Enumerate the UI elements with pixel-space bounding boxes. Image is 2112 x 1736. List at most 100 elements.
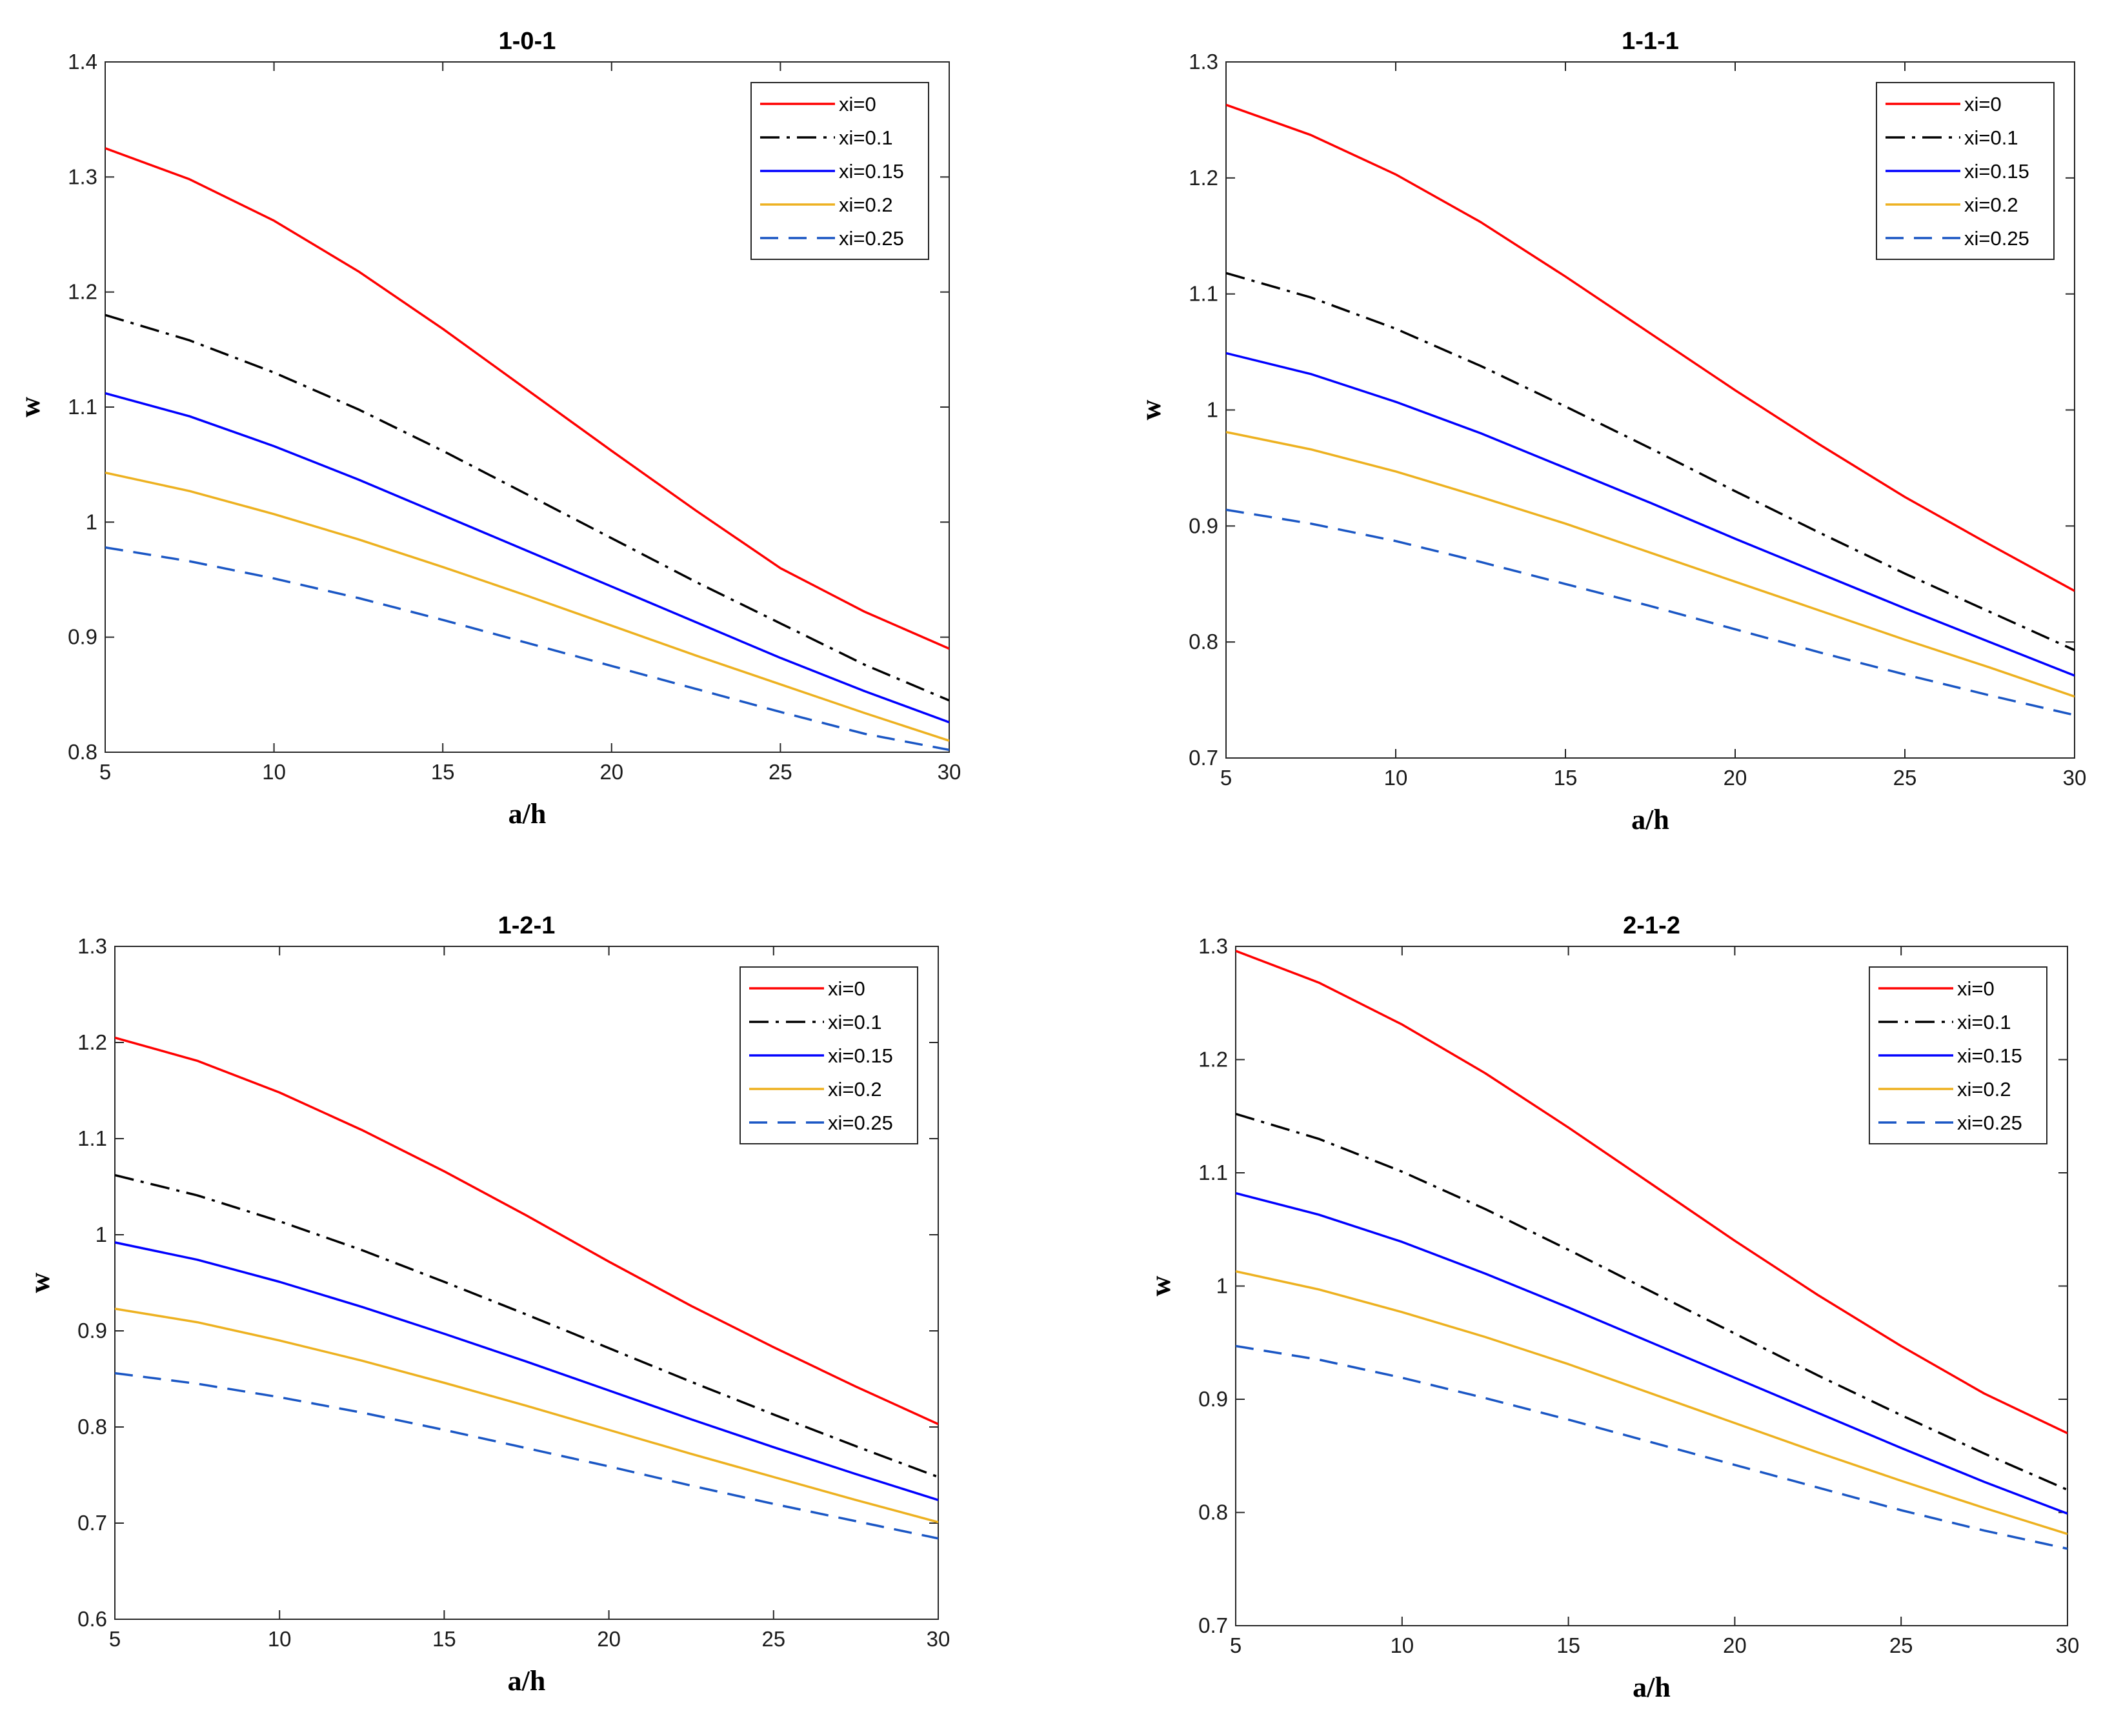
legend-label: xi=0.1: [1964, 126, 2018, 149]
series-line-xi=0: [115, 1036, 938, 1426]
y-axis-label: w: [1145, 1275, 1176, 1296]
y-axis-label: w: [24, 1272, 55, 1293]
legend-label: xi=0.1: [1957, 1011, 2011, 1033]
y-axis-label: w: [1135, 399, 1167, 420]
x-tick-label: 10: [268, 1627, 292, 1651]
x-tick-label: 15: [432, 1627, 456, 1651]
legend-label: xi=0.2: [1964, 194, 2018, 216]
y-tick-label: 1.3: [77, 934, 107, 958]
y-tick-label: 0.7: [1189, 746, 1218, 770]
y-tick-label: 0.6: [77, 1607, 107, 1631]
x-tick-label: 30: [938, 760, 961, 784]
x-tick-label: 15: [1556, 1633, 1580, 1657]
chart-panel-1-0-1: 5 10 15 20 25 30 0.8 0.9 1 1.1 1.2 1.3 1.4 1-0-1 a/h w x…: [14, 28, 961, 830]
legend: xi=0 xi=0.1 xi=0.15 xi=0.2 xi=0.25: [739, 966, 918, 1144]
series-line-xi=0.1: [1236, 1113, 2067, 1492]
legend-label: xi=0.15: [828, 1044, 893, 1067]
y-tick-label: 1.2: [68, 280, 97, 304]
legend-label: xi=0.1: [828, 1011, 882, 1033]
y-tick-label: 1.1: [1198, 1161, 1228, 1184]
y-tick-label: 1.1: [68, 395, 97, 419]
chart-title: 1-0-1: [499, 28, 556, 55]
y-tick-label: 1.2: [1189, 166, 1218, 190]
y-tick-label: 0.7: [77, 1511, 107, 1535]
x-tick-label: 5: [1220, 766, 1232, 790]
x-tick-label: 15: [431, 760, 455, 784]
legend-box: [750, 82, 929, 260]
series-line-xi=0.15: [1236, 1192, 2067, 1515]
chart-panel-1-2-1: 5 10 15 20 25 30 0.6 0.7 0.8 0.9 1 1.1 1.2 1.3 1-2-1 a/…: [24, 912, 950, 1697]
y-tick-label: 0.9: [1198, 1387, 1228, 1411]
legend-label: xi=0: [1964, 93, 2002, 115]
x-tick-label: 20: [597, 1627, 621, 1651]
y-tick-label: 0.8: [1189, 630, 1218, 653]
series-line-xi=0.15: [115, 1241, 938, 1501]
y-tick-label: 1: [86, 510, 97, 534]
legend-label: xi=0.15: [1957, 1044, 2022, 1067]
legend-label: xi=0.25: [1957, 1112, 2022, 1134]
legend-label: xi=0.2: [839, 194, 893, 216]
y-tick-label: 0.8: [1198, 1501, 1228, 1524]
y-tick-label: 1.3: [1189, 50, 1218, 74]
series-line-xi=0: [105, 147, 949, 650]
x-tick-label: 25: [761, 1627, 785, 1651]
x-tick-label: 5: [109, 1627, 121, 1651]
x-tick-label: 10: [1384, 766, 1408, 790]
y-tick-label: 0.8: [68, 740, 97, 764]
x-tick-label: 20: [599, 760, 623, 784]
x-axis-label: a/h: [1631, 804, 1669, 835]
y-tick-label: 1.1: [77, 1126, 107, 1150]
y-tick-label: 0.7: [1198, 1613, 1228, 1637]
y-tick-label: 1.1: [1189, 282, 1218, 306]
series-line-xi=0.15: [1226, 352, 2075, 677]
y-tick-label: 0.9: [1189, 514, 1218, 537]
series-line-xi=0.2: [105, 471, 949, 742]
y-tick-label: 1.2: [1198, 1048, 1228, 1072]
y-tick-label: 1.4: [68, 50, 97, 74]
x-tick-label: 30: [2063, 766, 2087, 790]
chart-panel-2-1-2: 5 10 15 20 25 30 0.7 0.8 0.9 1 1.1 1.2 1.3 2-1-2 a/h w x…: [1145, 912, 2079, 1703]
series-line-xi=0.25: [1236, 1344, 2067, 1550]
legend: xi=0 xi=0.1 xi=0.15 xi=0.2 xi=0.25: [1876, 82, 2055, 260]
legend-label: xi=0.1: [839, 126, 893, 149]
y-tick-label: 1.3: [1198, 934, 1228, 958]
legend-label: xi=0: [828, 977, 865, 1000]
y-tick-label: 0.8: [77, 1415, 107, 1439]
series-line-xi=0: [1236, 950, 2067, 1435]
y-tick-label: 1: [96, 1222, 107, 1246]
legend-label: xi=0: [1957, 977, 1995, 1000]
x-tick-label: 25: [1893, 766, 1917, 790]
series-line-xi=0: [1226, 103, 2075, 592]
series-line-xi=0.15: [105, 392, 949, 724]
legend-label: xi=0.25: [1964, 227, 2029, 250]
x-axis-label: a/h: [508, 1665, 546, 1697]
legend-label: xi=0.25: [839, 227, 904, 250]
series-line-xi=0.2: [1226, 430, 2075, 698]
x-tick-label: 10: [262, 760, 286, 784]
y-tick-label: 0.9: [77, 1319, 107, 1342]
y-tick-label: 0.9: [68, 625, 97, 649]
series-line-xi=0.2: [1236, 1270, 2067, 1535]
x-tick-label: 25: [769, 760, 792, 784]
x-tick-label: 20: [1724, 766, 1747, 790]
y-tick-label: 1: [1207, 398, 1218, 422]
legend: xi=0 xi=0.1 xi=0.15 xi=0.2 xi=0.25: [750, 82, 929, 260]
chart-panel-1-1-1: 5 10 15 20 25 30 0.7 0.8 0.9 1 1.1 1.2 1.3 1-1-1 a/h w x…: [1135, 28, 2086, 835]
x-tick-label: 5: [1230, 1633, 1242, 1657]
y-tick-label: 1.3: [68, 165, 97, 188]
x-tick-label: 20: [1723, 1633, 1747, 1657]
x-tick-label: 5: [99, 760, 111, 784]
series-line-xi=0.1: [1226, 272, 2075, 652]
series-line-xi=0.25: [105, 546, 949, 752]
legend-label: xi=0.15: [839, 160, 904, 183]
legend: xi=0 xi=0.1 xi=0.15 xi=0.2 xi=0.25: [1869, 966, 2047, 1144]
legend-label: xi=0: [839, 93, 876, 115]
x-axis-label: a/h: [508, 798, 547, 830]
x-tick-label: 15: [1554, 766, 1578, 790]
x-tick-label: 25: [1889, 1633, 1913, 1657]
x-tick-label: 30: [2056, 1633, 2080, 1657]
y-tick-label: 1: [1216, 1274, 1228, 1298]
y-axis-label: w: [14, 397, 46, 417]
legend-label: xi=0.25: [828, 1112, 893, 1134]
